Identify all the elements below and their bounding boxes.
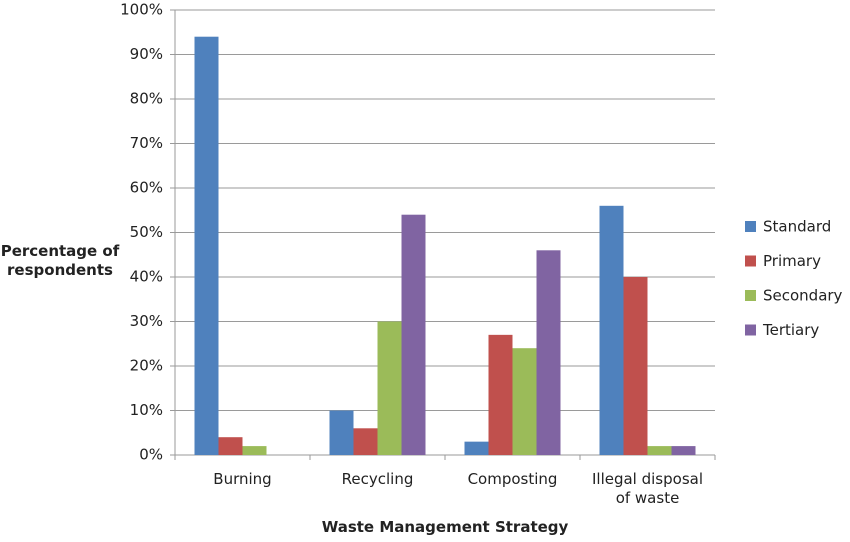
y-tick-label: 70% [130, 134, 163, 152]
bar [329, 410, 354, 455]
x-tick-label: Recycling [341, 470, 414, 488]
legend-label: Tertiary [762, 321, 819, 339]
bar [623, 277, 648, 455]
bar [353, 428, 378, 455]
y-tick-label: 10% [130, 401, 163, 419]
bar [464, 441, 489, 455]
y-tick-label: 100% [120, 1, 163, 19]
bar [242, 446, 267, 455]
y-tick-label: 30% [130, 312, 163, 330]
bar [377, 321, 402, 455]
y-tick-label: 80% [130, 90, 163, 108]
bar [599, 205, 624, 455]
y-tick-label: 60% [130, 179, 163, 197]
bar [671, 446, 696, 455]
y-tick-label: 90% [130, 45, 163, 63]
x-tick-label: Composting [467, 470, 558, 488]
bar [488, 334, 513, 455]
legend-label: Primary [763, 252, 821, 270]
legend-label: Standard [763, 218, 831, 236]
x-axis-title: Waste Management Strategy [321, 518, 569, 536]
legend-swatch [745, 290, 756, 301]
legend-swatch [745, 324, 756, 336]
bar [218, 437, 243, 455]
bar [512, 348, 537, 455]
legend-swatch [745, 255, 756, 267]
y-tick-label: 0% [139, 446, 163, 464]
y-tick-label: 20% [130, 357, 163, 375]
legend-label: Secondary [763, 287, 843, 305]
bar [194, 36, 219, 455]
bar [536, 250, 561, 455]
legend-swatch [745, 221, 756, 232]
x-tick-label: Burning [213, 470, 272, 488]
y-axis-title: Percentage of respondents [0, 242, 120, 279]
y-tick-label: 40% [130, 268, 163, 286]
bar [647, 446, 672, 455]
x-tick-label: Illegal disposal of waste [591, 470, 703, 507]
y-tick-label: 50% [130, 223, 163, 241]
bar [401, 214, 426, 455]
